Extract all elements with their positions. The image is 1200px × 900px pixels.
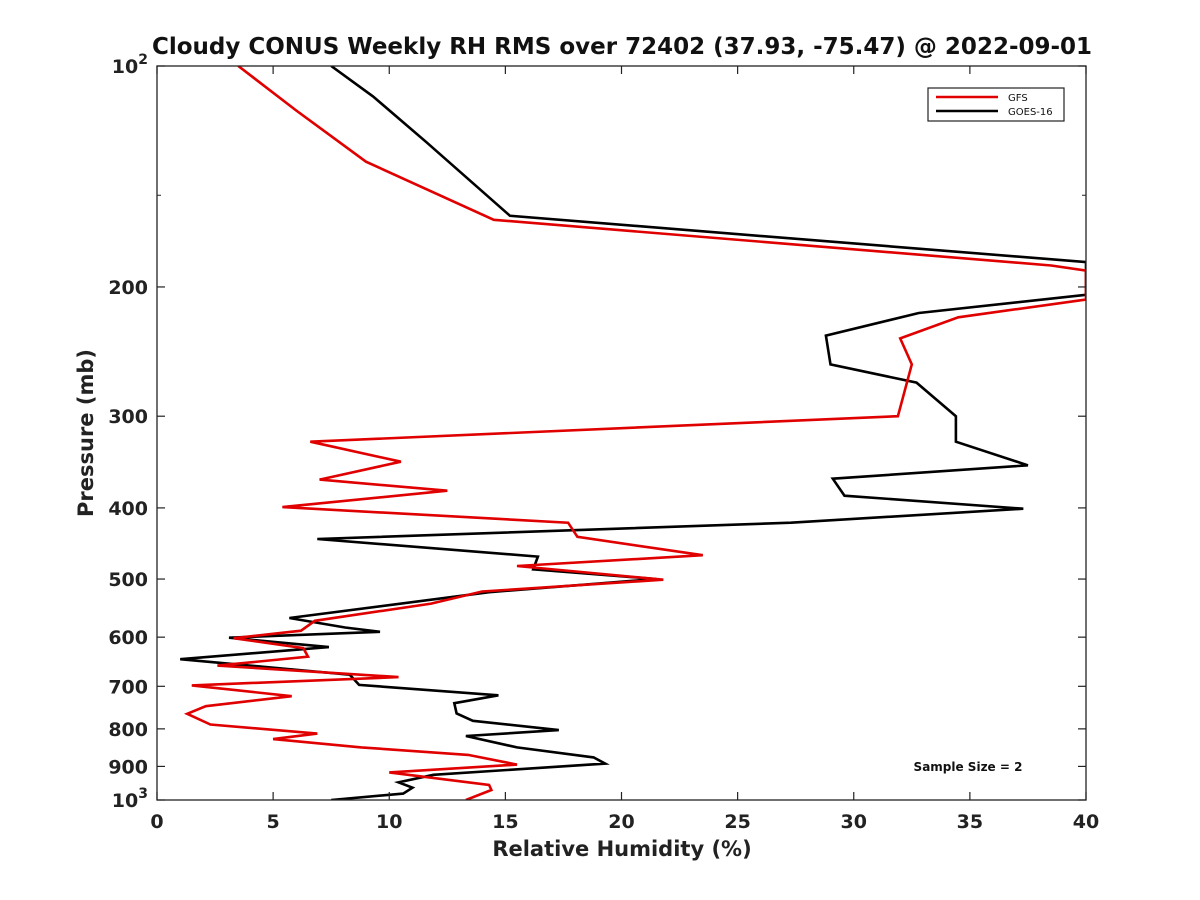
x-tick-label: 5 [267, 811, 280, 833]
y-tick-label: 900 [108, 756, 148, 778]
legend-box [927, 87, 1065, 122]
chart-title: Cloudy CONUS Weekly RH RMS over 72402 (3… [152, 34, 1092, 60]
x-tick-label: 10 [376, 811, 402, 833]
x-axis-label: Relative Humidity (%) [492, 837, 751, 861]
y-tick-label: 500 [108, 569, 148, 591]
series-layer [180, 66, 1086, 800]
y-tick-label: 700 [108, 676, 148, 698]
plot-frame [156, 65, 1087, 801]
x-tick-label: 20 [608, 811, 634, 833]
y-axis: 102 200 300 400 500 600 700 800 900 103 [108, 52, 1086, 812]
y-tick-label: 103 [112, 786, 148, 812]
y-tick-label: 200 [108, 277, 148, 299]
legend-label-gfs: GFS [1008, 93, 1028, 104]
y-tick-label: 300 [108, 406, 148, 428]
y-tick-label: 800 [108, 719, 148, 741]
x-tick-label: 25 [724, 811, 750, 833]
legend-label-goes-16: GOES-16 [1008, 107, 1053, 118]
x-tick-label: 0 [150, 811, 163, 833]
x-tick-label: 35 [957, 811, 983, 833]
x-axis: 0 5 10 15 20 25 30 35 40 [150, 66, 1099, 833]
sample-size-annotation: Sample Size = 2 [914, 760, 1023, 774]
series-line-gfs [183, 66, 1086, 800]
y-tick-label: 400 [108, 498, 148, 520]
y-axis-label: Pressure (mb) [74, 349, 98, 517]
x-tick-label: 40 [1073, 811, 1099, 833]
x-tick-label: 30 [841, 811, 867, 833]
y-tick-label: 102 [112, 52, 148, 78]
x-tick-label: 15 [492, 811, 518, 833]
y-tick-label: 600 [108, 627, 148, 649]
legend: GFS GOES-16 [927, 87, 1065, 122]
series-line-goes-16 [180, 66, 1086, 800]
